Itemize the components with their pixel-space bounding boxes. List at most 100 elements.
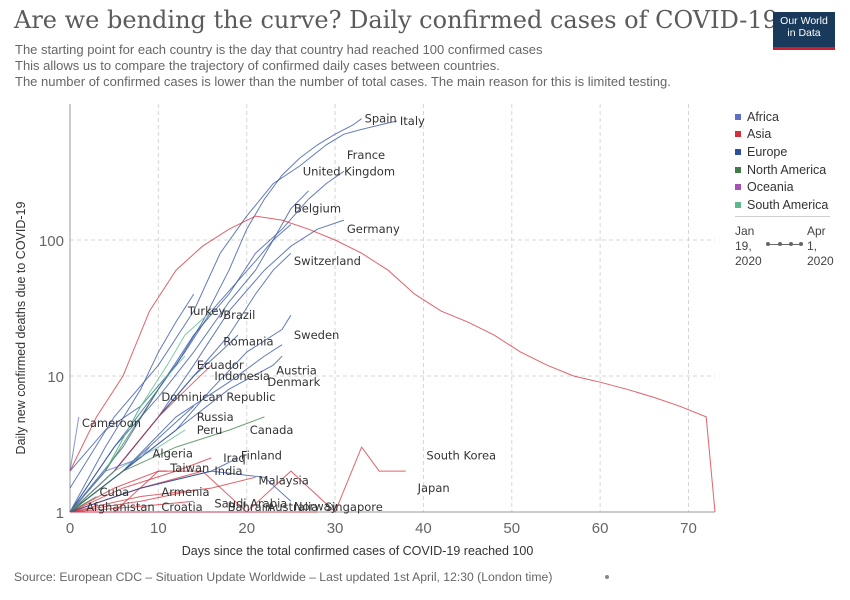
label-algeria: Algeria bbox=[153, 446, 193, 460]
label-ecuador: Ecuador bbox=[197, 358, 244, 372]
legend-swatch-europe bbox=[735, 148, 741, 155]
label-germany: Germany bbox=[347, 222, 400, 236]
x-tick-label: 30 bbox=[327, 520, 344, 537]
y-axis-title: Daily new confirmed deaths due to COVID-… bbox=[14, 202, 28, 455]
label-malaysia: Malaysia bbox=[259, 474, 309, 488]
series-line-canada bbox=[69, 416, 265, 513]
our-world-in-data-logo[interactable]: Our World in Data bbox=[773, 12, 835, 50]
label-turkey: Turkey bbox=[187, 304, 226, 318]
label-romania: Romania bbox=[223, 334, 273, 348]
series-line-norway bbox=[69, 470, 292, 513]
timeline-start-month: Jan bbox=[735, 224, 755, 238]
legend-label-europe: Europe bbox=[747, 144, 788, 159]
timeline-end-date: Apr 1, 2020 bbox=[807, 224, 847, 269]
label-iraq: Iraq bbox=[223, 451, 245, 465]
legend-label-africa: Africa bbox=[747, 109, 779, 124]
label-cuba: Cuba bbox=[100, 485, 130, 499]
chart-subtitle-3: The number of confirmed cases is lower t… bbox=[15, 74, 671, 89]
timeline-dot bbox=[789, 242, 793, 246]
logo-line-1: Our World bbox=[780, 15, 828, 27]
series-line-armenia bbox=[69, 491, 186, 513]
source-note: Source: European CDC – Situation Update … bbox=[14, 570, 553, 584]
label-france: France bbox=[347, 148, 385, 162]
label-switzerland: Switzerland bbox=[294, 254, 361, 268]
legend-item-oceania[interactable]: Oceania bbox=[735, 178, 835, 196]
label-indonesia: Indonesia bbox=[214, 369, 270, 383]
legend-swatch-asia bbox=[735, 131, 741, 138]
x-tick-label: 50 bbox=[503, 520, 520, 537]
y-tick-label: 1 bbox=[56, 505, 64, 522]
series-line-turkey bbox=[69, 293, 195, 513]
label-south-korea: South Korea bbox=[426, 449, 496, 463]
legend-divider bbox=[735, 216, 830, 217]
legend-swatch-north-america bbox=[735, 166, 741, 173]
timeline-end-month: Apr bbox=[807, 224, 826, 238]
series-line-algeria bbox=[69, 446, 150, 513]
legend-item-asia[interactable]: Asia bbox=[735, 126, 835, 144]
controls-dot-icon[interactable] bbox=[605, 575, 609, 579]
timeline-end-year: 2020 bbox=[807, 254, 834, 268]
series-line-saudi-arabia bbox=[69, 500, 194, 513]
series-line-france bbox=[69, 170, 345, 513]
series-line-cuba bbox=[69, 496, 97, 513]
x-tick-label: 60 bbox=[592, 520, 609, 537]
label-dominican-republic: Dominican Republic bbox=[161, 390, 275, 404]
label-belgium: Belgium bbox=[294, 202, 341, 216]
series-line-south-korea bbox=[69, 215, 716, 513]
chart-title: Are we bending the curve? Daily confirme… bbox=[14, 6, 778, 34]
label-denmark: Denmark bbox=[267, 375, 320, 389]
x-tick-label: 70 bbox=[680, 520, 697, 537]
label-russia: Russia bbox=[197, 410, 234, 424]
label-finland: Finland bbox=[241, 449, 282, 463]
label-sweden: Sweden bbox=[294, 328, 339, 342]
label-peru: Peru bbox=[197, 423, 223, 437]
timeline-end-handle[interactable] bbox=[799, 242, 803, 246]
x-axis-title: Days since the total confirmed cases of … bbox=[182, 544, 534, 558]
label-norway: Norway bbox=[294, 499, 338, 513]
legend-item-africa[interactable]: Africa bbox=[735, 108, 835, 126]
label-afghanistan: Afghanistan bbox=[86, 500, 154, 514]
label-bahrain: Bahrain bbox=[228, 500, 272, 514]
label-singapore: Singapore bbox=[325, 500, 383, 514]
label-india: India bbox=[214, 464, 242, 478]
chart-subtitle-2: This allows us to compare the trajectory… bbox=[15, 58, 500, 73]
legend-item-south-america[interactable]: South America bbox=[735, 196, 835, 214]
series-line-united-kingdom bbox=[69, 190, 309, 513]
legend: Africa Asia Europe North America Oceania… bbox=[735, 108, 835, 214]
legend-label-north-america: North America bbox=[747, 162, 827, 177]
legend-item-europe[interactable]: Europe bbox=[735, 143, 835, 161]
legend-swatch-africa bbox=[735, 113, 741, 120]
chart-subtitle-1: The starting point for each country is t… bbox=[15, 42, 543, 57]
label-australia: Australia bbox=[267, 500, 318, 514]
label-canada: Canada bbox=[250, 423, 294, 437]
label-united-kingdom: United Kingdom bbox=[303, 164, 395, 178]
legend-swatch-oceania bbox=[735, 184, 741, 191]
timeline-end-day: 1, bbox=[807, 239, 818, 253]
x-tick-label: 10 bbox=[150, 520, 167, 537]
label-armenia: Armenia bbox=[161, 485, 209, 499]
label-saudi-arabia: Saudi Arabia bbox=[214, 497, 287, 511]
timeline-slider-track[interactable] bbox=[767, 244, 802, 245]
y-tick-label: 10 bbox=[47, 369, 64, 386]
x-tick-label: 20 bbox=[238, 520, 255, 537]
timeline-start-handle[interactable] bbox=[766, 242, 770, 246]
legend-label-oceania: Oceania bbox=[747, 180, 794, 195]
logo-line-2: in Data bbox=[787, 27, 821, 39]
series-line-cameroon bbox=[69, 416, 80, 472]
series-line-japan bbox=[70, 446, 406, 513]
timeline-start-year: 2020 bbox=[735, 254, 762, 268]
label-brazil: Brazil bbox=[223, 308, 255, 322]
label-taiwan: Taiwan bbox=[169, 461, 209, 475]
legend-label-south-america: South America bbox=[747, 197, 829, 212]
legend-item-north-america[interactable]: North America bbox=[735, 161, 835, 179]
label-japan: Japan bbox=[417, 481, 450, 495]
label-austria: Austria bbox=[276, 363, 317, 377]
legend-swatch-south-america bbox=[735, 201, 741, 208]
series-line-malaysia bbox=[69, 476, 256, 513]
label-cameroon: Cameroon bbox=[82, 416, 141, 430]
label-spain: Spain bbox=[365, 112, 397, 126]
x-tick-label: 0 bbox=[66, 520, 74, 537]
x-tick-label: 40 bbox=[415, 520, 432, 537]
label-italy: Italy bbox=[400, 114, 425, 128]
